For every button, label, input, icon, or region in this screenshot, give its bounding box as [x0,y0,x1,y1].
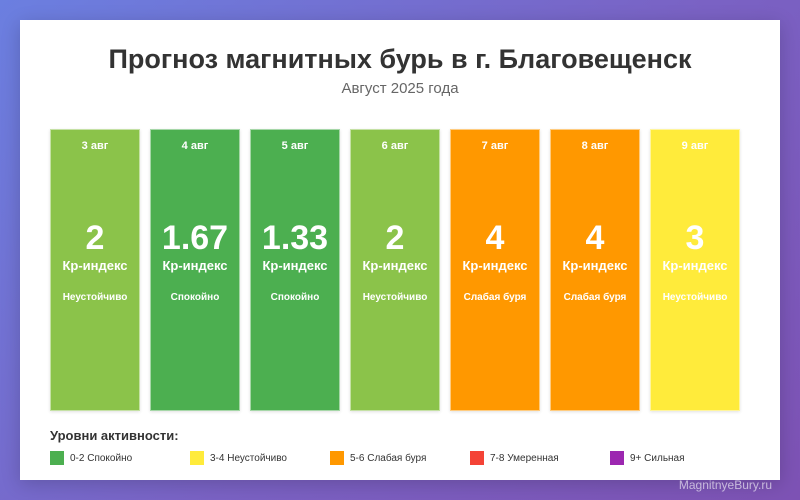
page-subtitle: Август 2025 года [341,80,459,97]
day-card-3: 6 авг 2 Кр-индекс Неустойчиво [350,129,440,411]
status-text: Неустойчиво [62,292,128,303]
day-card-4: 7 авг 4 Кр-индекс Слабая буря [450,129,540,411]
kp-unit-label: Кр-индекс [562,258,628,273]
site-watermark: MagnitnyeBury.ru [678,478,772,492]
day-card-0: 3 авг 2 Кр-индекс Неустойчиво [50,129,140,411]
forecast-card: Прогноз магнитных бурь в г. Благовещенск… [20,20,780,480]
day-date: 9 авг [681,140,709,152]
legend-label: 5-6 Слабая буря [350,452,427,464]
kp-value: 4 [585,219,605,257]
legend-swatch [190,451,204,465]
legend-swatch [470,451,484,465]
legend-item-unsettled: 3-4 Неустойчиво [190,450,287,466]
kp-value: 4 [485,219,505,257]
legend-label: 0-2 Спокойно [70,452,133,464]
status-text: Неустойчиво [662,292,728,303]
status-text: Спокойно [270,292,320,303]
kp-unit-label: Кр-индекс [262,258,328,273]
status-text: Слабая буря [463,292,527,303]
day-date: 7 авг [481,140,509,152]
day-date: 8 авг [581,140,609,152]
kp-unit-label: Кр-индекс [662,258,728,273]
legend-item-weak-storm: 5-6 Слабая буря [330,450,426,466]
day-card-6: 9 авг 3 Кр-индекс Неустойчиво [650,129,740,411]
kp-value: 2 [385,219,405,257]
status-text: Спокойно [170,292,220,303]
kp-unit-label: Кр-индекс [162,258,228,273]
legend-item-strong: 9+ Сильная [610,450,685,466]
legend-item-calm: 0-2 Спокойно [50,450,132,466]
kp-value: 3 [685,219,705,257]
kp-value: 1.67 [161,219,229,257]
kp-unit-label: Кр-индекс [462,258,528,273]
status-text: Неустойчиво [362,292,428,303]
forecast-days: 3 авг 2 Кр-индекс Неустойчиво 4 авг 1.67… [50,129,742,411]
day-date: 6 авг [381,140,409,152]
legend-title: Уровни активности: [50,428,179,443]
status-text: Слабая буря [563,292,627,303]
legend-label: 9+ Сильная [630,452,685,464]
legend-item-moderate: 7-8 Умеренная [470,450,559,466]
legend-swatch [330,451,344,465]
legend-label: 7-8 Умеренная [490,452,559,464]
legend-label: 3-4 Неустойчиво [210,452,287,464]
day-date: 3 авг [81,140,109,152]
day-card-1: 4 авг 1.67 Кр-индекс Спокойно [150,129,240,411]
kp-unit-label: Кр-индекс [62,258,128,273]
day-date: 5 авг [281,140,309,152]
page-title: Прогноз магнитных бурь в г. Благовещенск [108,44,692,74]
kp-value: 2 [85,219,105,257]
legend-swatch [50,451,64,465]
day-date: 4 авг [181,140,209,152]
legend-swatch [610,451,624,465]
kp-unit-label: Кр-индекс [362,258,428,273]
day-card-2: 5 авг 1.33 Кр-индекс Спокойно [250,129,340,411]
kp-value: 1.33 [261,219,329,257]
day-card-5: 8 авг 4 Кр-индекс Слабая буря [550,129,640,411]
